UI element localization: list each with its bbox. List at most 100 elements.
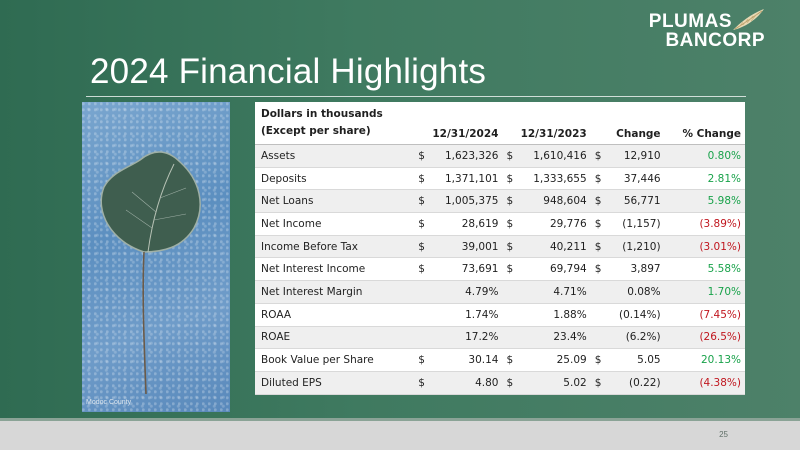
currency-symbol: $ — [590, 371, 605, 395]
currency-symbol: $ — [502, 257, 517, 282]
row-label: Income Before Tax — [255, 235, 415, 259]
footer-bar: 25 — [0, 418, 800, 450]
logo-text-line1: PLUMAS — [648, 11, 732, 32]
row-label: Book Value per Share — [255, 348, 415, 372]
value-change: 0.08% — [604, 280, 665, 304]
value-2024: 4.79% — [428, 280, 503, 304]
value-2024: 1.74% — [428, 303, 503, 327]
page-number: 25 — [719, 430, 728, 439]
currency-symbol: $ — [414, 189, 429, 214]
table-row: Diluted EPS $4.80 $5.02 $ (0.22) (4.38%) — [255, 371, 745, 395]
currency-symbol — [590, 303, 605, 327]
currency-symbol: $ — [502, 371, 517, 395]
value-2023: 40,211 — [516, 235, 591, 259]
value-change: 3,897 — [604, 257, 665, 282]
value-2023: 69,794 — [516, 257, 591, 282]
value-2023: 1.88% — [516, 303, 591, 327]
value-2024: 17.2% — [428, 326, 503, 350]
title-divider — [86, 96, 746, 97]
currency-symbol: $ — [414, 257, 429, 282]
table-body: Assets $1,623,326 $1,610,416 $12,910 0.80% De… — [255, 144, 745, 395]
value-change: (6.2%) — [604, 326, 665, 350]
row-label: Assets — [255, 144, 415, 168]
value-2024: 4.80 — [428, 371, 503, 395]
value-change: (1,210) — [604, 235, 665, 259]
currency-symbol: $ — [590, 348, 605, 372]
value-2023: 948,604 — [516, 189, 591, 214]
value-pct-change: 0.80% — [664, 144, 745, 168]
currency-symbol — [414, 280, 429, 304]
currency-symbol: $ — [590, 189, 605, 214]
currency-symbol: $ — [590, 167, 605, 191]
value-pct-change: 20.13% — [664, 348, 745, 372]
currency-symbol: $ — [502, 144, 517, 168]
header-label: Dollars in thousands (Except per share) — [255, 102, 415, 145]
currency-symbol: $ — [590, 212, 605, 236]
row-label: Deposits — [255, 167, 415, 191]
value-2023: 1,333,655 — [516, 167, 591, 191]
table-row: ROAA 1.74% 1.88% (0.14%) (7.45%) — [255, 303, 745, 327]
table-row: Book Value per Share $30.14 $25.09 $5.05 20.… — [255, 348, 745, 372]
value-change: (0.14%) — [604, 303, 665, 327]
financial-highlights-table: Dollars in thousands (Except per share) … — [255, 102, 745, 395]
currency-symbol: $ — [590, 235, 605, 259]
currency-symbol: $ — [414, 371, 429, 395]
table-row: Net Income $28,619 $29,776 $ (1,157) (3.89%) — [255, 212, 745, 236]
table-row: Assets $1,623,326 $1,610,416 $12,910 0.80% — [255, 144, 745, 168]
currency-symbol: $ — [502, 189, 517, 214]
table-row: Deposits $1,371,101 $1,333,655 $37,446 2.81% — [255, 167, 745, 191]
value-2024: 73,691 — [428, 257, 503, 282]
value-pct-change: (7.45%) — [664, 303, 745, 327]
value-2023: 1,610,416 — [516, 144, 591, 168]
row-label: ROAA — [255, 303, 415, 327]
table-header-row: Dollars in thousands (Except per share) … — [255, 102, 745, 145]
value-pct-change: 5.98% — [664, 189, 745, 214]
photo-caption: Modoc County — [86, 399, 132, 406]
value-pct-change: (3.01%) — [664, 235, 745, 259]
value-change: (1,157) — [604, 212, 665, 236]
header-pct-change: % Change — [664, 102, 745, 145]
currency-symbol: $ — [502, 167, 517, 191]
value-pct-change: (26.5%) — [664, 326, 745, 350]
value-2024: 1,005,375 — [428, 189, 503, 214]
currency-symbol — [414, 303, 429, 327]
header-2023: 12/31/2023 — [502, 102, 591, 145]
header-label-line2: (Except per share) — [261, 125, 371, 137]
logo-text-line2: BANCORP — [665, 30, 765, 51]
leaf-photo: Modoc County — [82, 102, 230, 412]
table-row: Income Before Tax $39,001 $40,211 $ (1,210)(… — [255, 235, 745, 259]
value-2023: 25.09 — [516, 348, 591, 372]
table-row: ROAE 17.2% 23.4% (6.2%) (26.5%) — [255, 326, 745, 350]
value-2023: 23.4% — [516, 326, 591, 350]
value-2023: 29,776 — [516, 212, 591, 236]
value-pct-change: 1.70% — [664, 280, 745, 304]
currency-symbol — [414, 326, 429, 350]
currency-symbol: $ — [414, 235, 429, 259]
currency-symbol — [502, 326, 517, 350]
currency-symbol: $ — [414, 212, 429, 236]
value-2023: 5.02 — [516, 371, 591, 395]
currency-symbol: $ — [502, 235, 517, 259]
value-pct-change: (3.89%) — [664, 212, 745, 236]
value-pct-change: (4.38%) — [664, 371, 745, 395]
row-label: ROAE — [255, 326, 415, 350]
currency-symbol — [502, 303, 517, 327]
row-label: Net Interest Margin — [255, 280, 415, 304]
financial-highlights-table-container: Dollars in thousands (Except per share) … — [255, 102, 745, 395]
value-change: 12,910 — [604, 144, 665, 168]
row-label: Diluted EPS — [255, 371, 415, 395]
value-2024: 1,371,101 — [428, 167, 503, 191]
table-row: Net Interest Margin 4.79% 4.71% 0.08% 1.70% — [255, 280, 745, 304]
row-label: Net Interest Income — [255, 257, 415, 282]
currency-symbol: $ — [414, 348, 429, 372]
row-label: Net Income — [255, 212, 415, 236]
value-pct-change: 2.81% — [664, 167, 745, 191]
table-row: Net Interest Income $73,691 $69,794 $3,897 5… — [255, 257, 745, 282]
value-change: 37,446 — [604, 167, 665, 191]
value-change: 5.05 — [604, 348, 665, 372]
header-2024: 12/31/2024 — [414, 102, 503, 145]
value-2024: 39,001 — [428, 235, 503, 259]
table-row: Net Loans $1,005,375 $948,604 $56,771 5.98% — [255, 189, 745, 214]
header-change: Change — [590, 102, 665, 145]
currency-symbol: $ — [414, 167, 429, 191]
